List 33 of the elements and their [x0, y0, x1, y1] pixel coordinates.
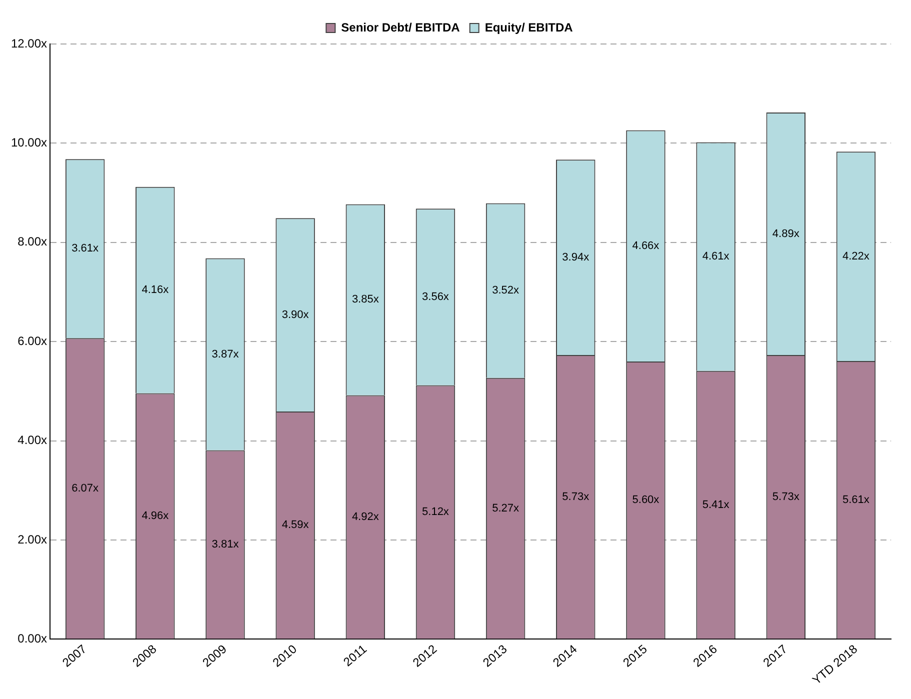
- data-label: 5.27x: [492, 502, 520, 514]
- data-label: 5.73x: [772, 490, 800, 503]
- y-tick-label: 8.00x: [18, 234, 48, 249]
- y-tick-label: 2.00x: [18, 532, 48, 546]
- data-label: 4.96x: [142, 510, 170, 522]
- data-label: 4.92x: [352, 510, 380, 523]
- data-label: 6.07x: [72, 482, 100, 494]
- data-label: 4.89x: [772, 228, 800, 240]
- data-label: 5.61x: [842, 494, 870, 506]
- data-label: 3.52x: [492, 284, 520, 297]
- y-tick-label: 12.00x: [11, 36, 48, 50]
- y-tick-label: 4.00x: [18, 433, 48, 448]
- data-label: 5.60x: [632, 494, 660, 506]
- legend-label: Equity/ EBITDA: [484, 20, 574, 34]
- data-label: 3.90x: [282, 308, 310, 321]
- data-label: 3.56x: [422, 291, 450, 304]
- data-label: 5.73x: [562, 490, 590, 503]
- data-label: 4.59x: [282, 519, 310, 532]
- data-label: 5.12x: [422, 506, 450, 518]
- data-label: 3.85x: [352, 294, 380, 306]
- data-label: 4.22x: [842, 250, 870, 262]
- data-label: 3.61x: [72, 242, 100, 255]
- data-label: 5.41x: [702, 498, 730, 511]
- data-label: 3.87x: [212, 348, 240, 360]
- data-label: 4.66x: [632, 240, 660, 252]
- data-label: 3.81x: [212, 538, 240, 551]
- data-label: 4.61x: [702, 250, 730, 263]
- data-label: 3.94x: [562, 251, 590, 264]
- y-tick-label: 0.00x: [18, 632, 48, 646]
- y-tick-label: 6.00x: [18, 334, 48, 348]
- legend-label: Senior Debt/ EBITDA: [341, 20, 460, 34]
- data-label: 4.16x: [142, 284, 170, 296]
- y-tick-label: 10.00x: [11, 136, 48, 150]
